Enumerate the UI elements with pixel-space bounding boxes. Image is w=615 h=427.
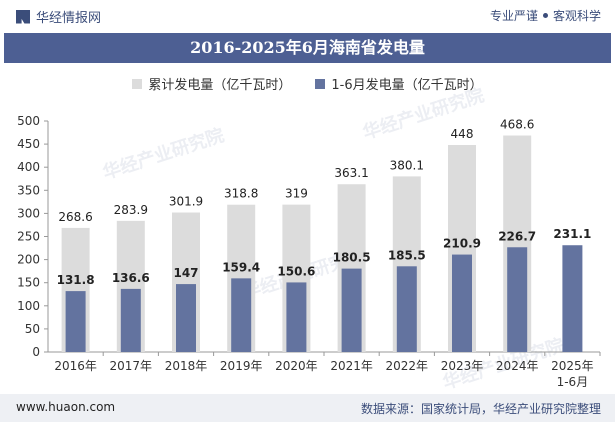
x-tick-label: 2023年 xyxy=(441,359,484,373)
y-tick-label: 500 xyxy=(17,114,40,128)
x-tick-label: 2022年 xyxy=(386,359,429,373)
bar-monthly xyxy=(341,268,362,352)
data-label-monthly: 180.5 xyxy=(333,251,371,265)
bar-monthly xyxy=(396,266,417,352)
bar-monthly xyxy=(507,247,528,352)
tag-professional: 专业严谨 xyxy=(489,9,538,23)
y-tick-label: 300 xyxy=(17,206,40,220)
data-label-monthly: 131.8 xyxy=(57,273,95,287)
logo-icon xyxy=(16,9,30,24)
bar-monthly xyxy=(452,254,472,352)
data-label-monthly: 147 xyxy=(173,266,198,280)
header-tags: 专业严谨 客观科学 xyxy=(490,7,601,24)
bar-monthly xyxy=(286,282,307,352)
data-label-monthly: 231.1 xyxy=(553,227,591,241)
bar-monthly xyxy=(562,245,583,352)
data-label-monthly: 159.4 xyxy=(222,260,260,274)
data-label-monthly: 226.7 xyxy=(498,229,536,243)
x-tick-label: 2025年 xyxy=(551,359,594,373)
x-tick-label: 2018年 xyxy=(165,359,208,373)
top-bar: 华经情报网 专业严谨 客观科学 xyxy=(0,0,615,32)
y-tick-label: 400 xyxy=(17,160,40,174)
bar-monthly xyxy=(120,288,141,352)
x-tick-label: 2020年 xyxy=(275,359,318,373)
y-tick-label: 200 xyxy=(17,253,40,267)
brand-name: 华经情报网 xyxy=(36,11,102,26)
chart-title: 2016-2025年6月海南省发电量 xyxy=(190,38,425,57)
footer: www.huaon.com 数据来源：国家统计局，华经产业研究院整理 xyxy=(0,394,615,422)
dot-separator xyxy=(542,13,548,18)
footer-site-link[interactable]: www.huaon.com xyxy=(16,400,116,414)
footer-source: 数据来源：国家统计局，华经产业研究院整理 xyxy=(360,402,601,416)
data-label-monthly: 185.5 xyxy=(388,248,426,262)
chart-legend: 累计发电量（亿千瓦时） 1-6月发电量（亿千瓦时） xyxy=(0,74,615,93)
data-label-cumulative: 283.9 xyxy=(114,203,148,217)
data-label-cumulative: 448 xyxy=(451,127,474,141)
data-label-cumulative: 380.1 xyxy=(390,158,424,172)
brand[interactable]: 华经情报网 xyxy=(16,7,101,26)
bar-chart: 0 50 100 150 200 250 300 350 400 450 500 268.6 131.8… xyxy=(17,114,601,389)
data-label-cumulative: 268.6 xyxy=(58,210,92,224)
y-tick-label: 100 xyxy=(17,299,40,313)
legend-swatch-monthly xyxy=(315,78,326,89)
legend-swatch-cumulative xyxy=(132,78,143,89)
x-tick-label: 1-6月 xyxy=(557,375,589,389)
tag-objective: 客观科学 xyxy=(552,9,601,23)
y-tick-label: 150 xyxy=(17,276,40,290)
data-label-cumulative: 363.1 xyxy=(334,166,368,180)
y-tick-label: 50 xyxy=(25,322,40,336)
title-band: 2016-2025年6月海南省发电量 xyxy=(4,33,611,63)
bar-monthly xyxy=(65,291,86,352)
legend-item-monthly: 1-6月发电量（亿千瓦时） xyxy=(315,74,483,93)
y-tick-label: 250 xyxy=(17,230,40,244)
data-label-cumulative: 318.8 xyxy=(224,187,258,201)
y-tick-label: 450 xyxy=(17,137,40,151)
bar-monthly xyxy=(176,284,196,352)
x-tick-label: 2019年 xyxy=(220,359,263,373)
data-label-cumulative: 301.9 xyxy=(169,195,203,209)
data-label-monthly: 136.6 xyxy=(112,271,150,285)
y-tick-label: 350 xyxy=(17,183,40,197)
legend-label-monthly: 1-6月发电量（亿千瓦时） xyxy=(331,78,483,93)
y-tick-label: 0 xyxy=(32,345,40,359)
data-label-monthly: 150.6 xyxy=(277,264,315,278)
data-label-monthly: 210.9 xyxy=(443,237,481,251)
x-tick-label: 2021年 xyxy=(330,359,373,373)
data-label-cumulative: 319 xyxy=(285,187,308,201)
legend-item-cumulative: 累计发电量（亿千瓦时） xyxy=(132,74,291,93)
legend-label-cumulative: 累计发电量（亿千瓦时） xyxy=(148,78,292,93)
data-label-cumulative: 468.6 xyxy=(500,118,534,132)
x-tick-label: 2024年 xyxy=(496,359,539,373)
x-tick-label: 2017年 xyxy=(110,359,153,373)
bar-monthly xyxy=(231,278,252,352)
x-tick-label: 2016年 xyxy=(54,359,97,373)
